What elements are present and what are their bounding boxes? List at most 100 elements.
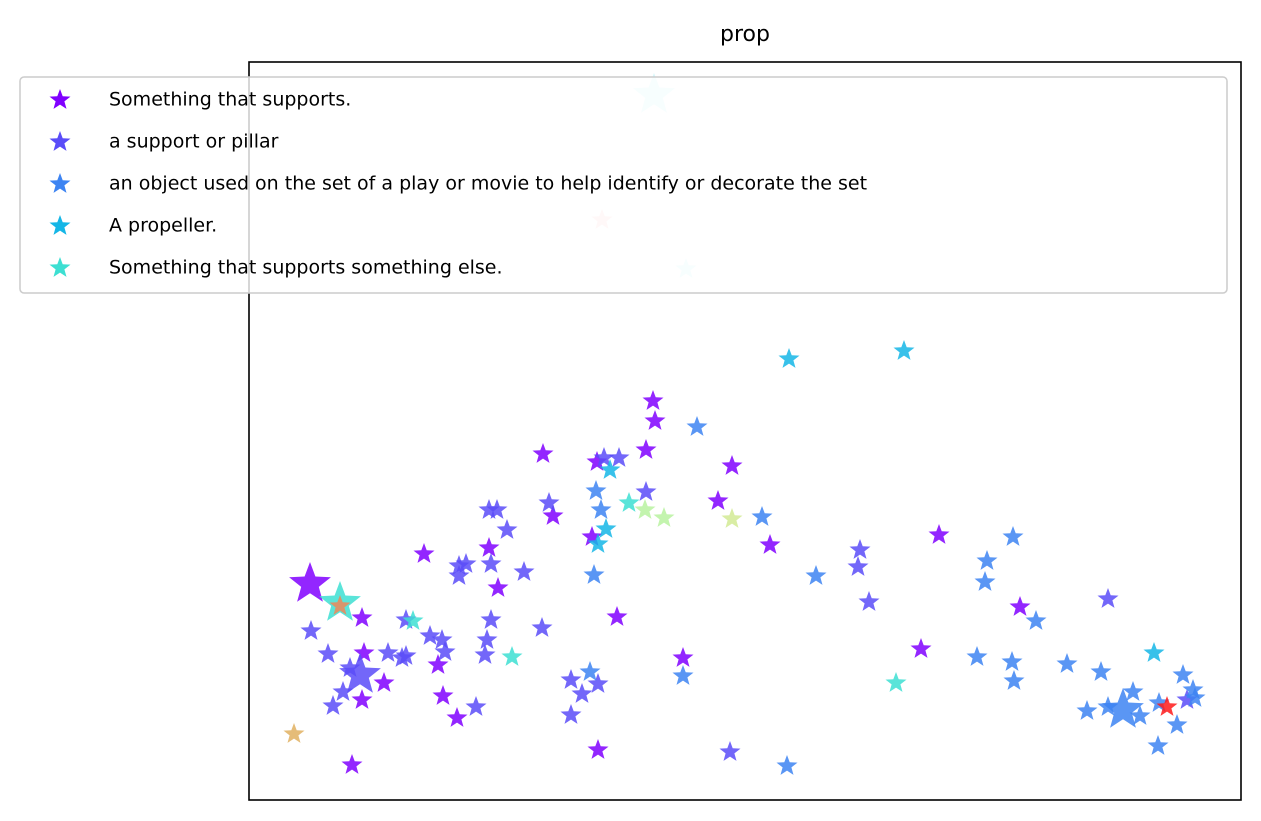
scatter-point	[635, 481, 657, 501]
scatter-point	[858, 591, 880, 611]
scatter-point	[1122, 681, 1144, 701]
scatter-point	[778, 348, 800, 368]
scatter-point	[579, 661, 601, 681]
scatter-point	[332, 681, 354, 701]
scatter-point	[1166, 714, 1188, 734]
scatter-point	[593, 447, 615, 467]
scatter-point	[1129, 705, 1151, 725]
legend-label: A propeller.	[109, 215, 217, 237]
legend-label: Something that supports.	[109, 89, 351, 111]
scatter-point	[476, 629, 498, 649]
scatter-point	[478, 537, 500, 557]
scatter-point	[587, 533, 609, 553]
scatter-point	[587, 673, 609, 693]
scatter-point	[317, 643, 339, 663]
scatter-point	[976, 550, 998, 570]
scatter-point	[434, 641, 456, 661]
legend-marker	[49, 257, 71, 277]
scatter-point	[587, 739, 609, 759]
scatter-point	[322, 695, 344, 715]
scatter-point	[465, 696, 487, 716]
scatter-point	[849, 539, 871, 559]
legend-label: Something that supports something else.	[109, 257, 503, 279]
scatter-point	[686, 416, 708, 436]
legend-marker	[49, 173, 71, 193]
scatter-point	[560, 669, 582, 689]
scatter-point	[496, 519, 518, 539]
scatter-point	[721, 508, 743, 528]
scatter-point	[339, 657, 361, 677]
scatter-point	[1156, 696, 1178, 716]
legend-label: a support or pillar	[109, 131, 279, 153]
scatter-point	[501, 646, 523, 666]
scatter-point	[351, 607, 373, 627]
scatter-point	[642, 390, 664, 410]
scatter-point	[928, 524, 950, 544]
scatter-point	[538, 492, 560, 512]
scatter-point	[585, 480, 607, 500]
scatter-point	[353, 642, 375, 662]
scatter-point	[560, 704, 582, 724]
scatter-point	[448, 565, 470, 585]
scatter-point	[634, 499, 656, 519]
legend-marker	[49, 131, 71, 151]
scatter-point	[513, 561, 535, 581]
scatter-point	[583, 564, 605, 584]
scatter-point	[847, 556, 869, 576]
scatter-point	[595, 518, 617, 538]
scatter-point	[608, 447, 630, 467]
scatter-point	[373, 672, 395, 692]
scatter-point	[413, 543, 435, 563]
scatter-point	[432, 685, 454, 705]
scatter-point	[289, 562, 331, 602]
scatter-point	[1172, 664, 1194, 684]
scatter-point	[776, 755, 798, 775]
scatter-point	[672, 665, 694, 685]
scatter-point	[1184, 687, 1206, 707]
scatter-point	[1147, 735, 1169, 755]
scatter-point	[486, 499, 508, 519]
scatter-point	[1025, 610, 1047, 630]
scatter-point	[1102, 688, 1144, 728]
scatter-point	[1003, 670, 1025, 690]
scatter-point	[487, 577, 509, 597]
scatter-point	[751, 506, 773, 526]
scatter-point	[586, 451, 608, 471]
scatter-point	[721, 455, 743, 475]
scatter-point	[885, 672, 907, 692]
legend-marker	[49, 215, 71, 235]
scatter-point	[805, 565, 827, 585]
scatter-point	[719, 741, 741, 761]
scatter-point	[377, 642, 399, 662]
scatter-point	[599, 459, 621, 479]
scatter-point	[571, 683, 593, 703]
scatter-point	[448, 555, 470, 575]
scatter-point	[532, 443, 554, 463]
scatter-point	[478, 499, 500, 519]
scatter-point	[1182, 679, 1204, 699]
scatter-point	[1056, 653, 1078, 673]
scatter-point	[474, 644, 496, 664]
scatter-point	[283, 723, 305, 743]
scatter-point	[974, 571, 996, 591]
scatter-point	[1148, 692, 1170, 712]
legend-label: an object used on the set of a play or m…	[109, 173, 867, 195]
scatter-point	[427, 654, 449, 674]
scatter-point	[672, 647, 694, 667]
scatter-point	[966, 646, 988, 666]
scatter-point	[1097, 588, 1119, 608]
scatter-point	[1090, 661, 1112, 681]
scatter-point	[910, 638, 932, 658]
scatter-point	[341, 754, 363, 774]
scatter-point	[419, 625, 441, 645]
scatter-point	[1009, 596, 1031, 616]
scatter-point	[531, 617, 553, 637]
scatter-point	[893, 340, 915, 360]
scatter-point	[1002, 526, 1024, 546]
scatter-point	[1076, 700, 1098, 720]
scatter-point	[590, 499, 612, 519]
scatter-point	[431, 629, 453, 649]
scatter-point	[402, 610, 424, 630]
plot-frame	[248, 61, 1242, 801]
